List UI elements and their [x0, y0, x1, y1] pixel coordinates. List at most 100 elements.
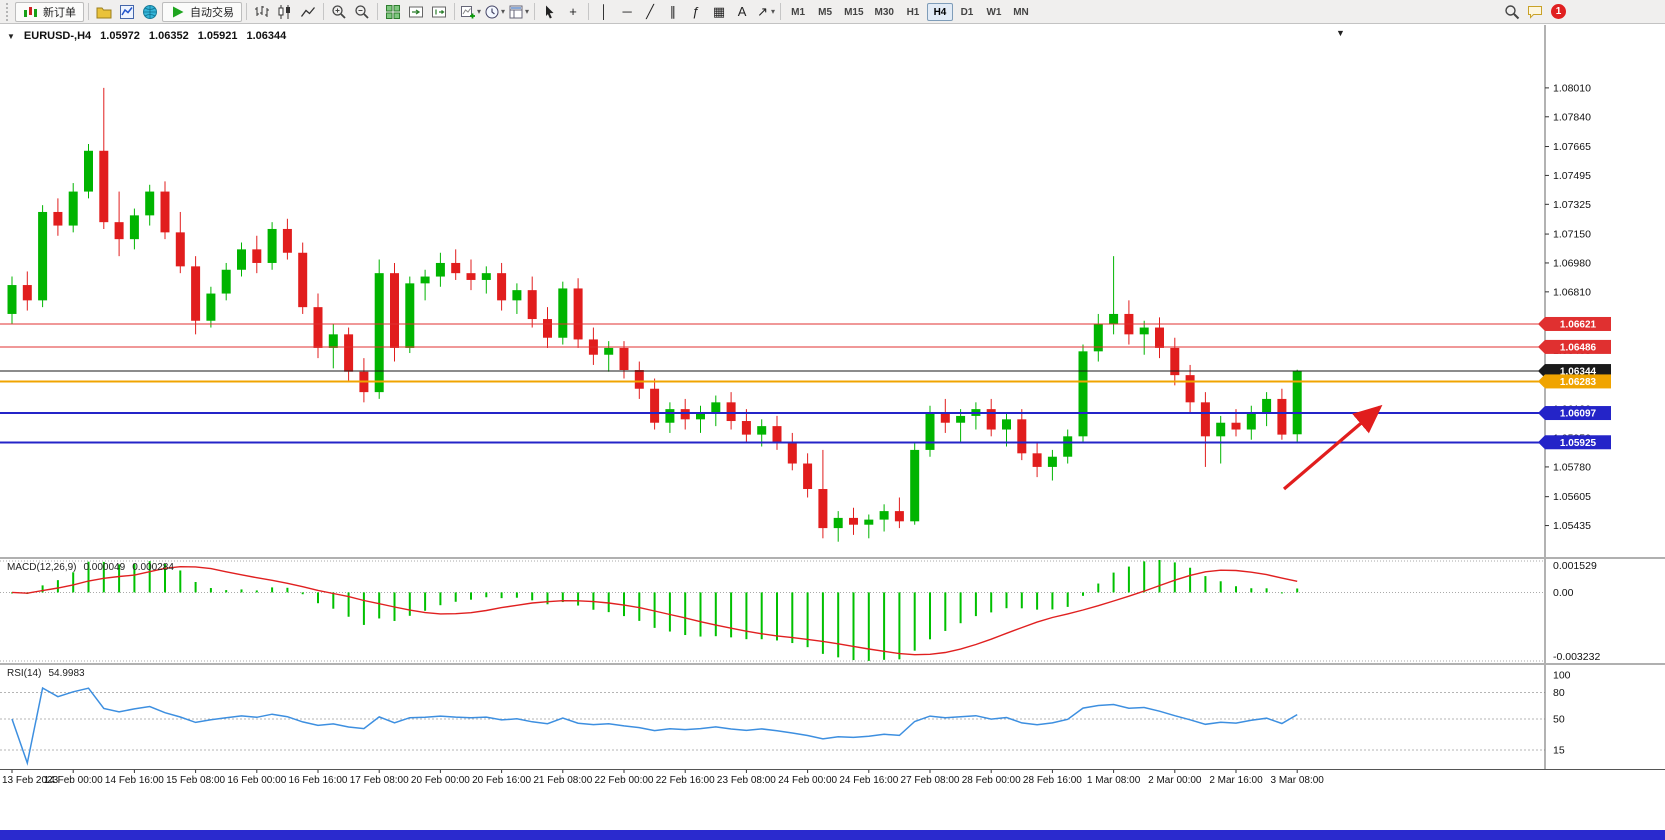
svg-text:22 Feb 16:00: 22 Feb 16:00: [656, 775, 715, 786]
candlestick-chart-icon: [277, 4, 293, 20]
svg-text:17 Feb 08:00: 17 Feb 08:00: [350, 775, 409, 786]
svg-text:2 Mar 00:00: 2 Mar 00:00: [1148, 775, 1202, 786]
timeframe-group: M1 M5 M15 M30 H1 H4 D1 W1 MN: [785, 2, 1034, 21]
timeframe-button-m15[interactable]: M15: [844, 6, 864, 18]
macd-axis[interactable]: 0.001529 0.00 -0.003232: [1553, 560, 1600, 663]
rsi-label: RSI(14) 54.9983: [7, 668, 85, 679]
zoom-in-button[interactable]: [328, 2, 350, 22]
new-order-icon: [23, 4, 39, 20]
svg-text:1.07665: 1.07665: [1553, 141, 1591, 153]
macd-name: MACD(12,26,9): [7, 562, 77, 573]
ohlc-high: 1.06352: [148, 30, 189, 42]
timeframe-button-h1[interactable]: H1: [906, 6, 920, 18]
svg-text:0.001529: 0.001529: [1553, 560, 1597, 572]
svg-text:0.00: 0.00: [1553, 587, 1574, 599]
svg-text:28 Feb 00:00: 28 Feb 00:00: [962, 775, 1021, 786]
navigator-button[interactable]: [139, 2, 161, 22]
svg-text:15: 15: [1553, 744, 1565, 756]
toolbar-separator: [454, 3, 455, 20]
shapes-button[interactable]: ▦: [708, 2, 730, 22]
toolbar-separator: [534, 3, 536, 20]
toolbar-separator: [323, 3, 324, 20]
templates-icon: [508, 4, 524, 20]
rsi-value: 54.9983: [48, 668, 85, 679]
macd-signal-line: [11, 565, 1298, 656]
tile-windows-icon: [385, 4, 401, 20]
bar-chart-button[interactable]: [251, 2, 273, 22]
macd-main-value: 0.000049: [83, 562, 126, 573]
chat-icon: [1527, 4, 1543, 20]
profiles-icon: [96, 4, 112, 20]
caret-icon: ▾: [501, 7, 506, 16]
chart-menu-icon[interactable]: ▼: [1336, 28, 1345, 38]
svg-text:1.07150: 1.07150: [1553, 229, 1591, 241]
cursor-button[interactable]: [539, 2, 561, 22]
one-click-trading-icon[interactable]: ▼: [7, 31, 15, 41]
chart-shift-icon: [431, 4, 447, 20]
timeframe-button-h4[interactable]: H4: [926, 2, 953, 21]
macd-panel-separator[interactable]: [0, 557, 1665, 559]
arrows-button[interactable]: ↗ ▾: [754, 2, 776, 22]
svg-text:1.06486: 1.06486: [1560, 342, 1597, 353]
toolbar-grip[interactable]: [6, 2, 11, 21]
svg-text:1 Mar 08:00: 1 Mar 08:00: [1087, 775, 1141, 786]
search-button[interactable]: [1501, 2, 1523, 22]
periods-button[interactable]: ▾: [483, 2, 506, 22]
caret-icon: ▾: [477, 7, 482, 16]
timeframe-button-m30[interactable]: M30: [874, 6, 894, 18]
svg-text:1.06344: 1.06344: [1560, 367, 1597, 378]
profiles-button[interactable]: [93, 2, 115, 22]
rsi-panel[interactable]: 100 80 50 15: [0, 665, 1665, 769]
autotrade-button[interactable]: 自动交易: [162, 1, 242, 22]
price-axis[interactable]: 1.08010 1.07840 1.07665 1.07495 1.07325 1.071…: [1545, 82, 1591, 532]
chat-button[interactable]: [1524, 2, 1546, 22]
text-label-button[interactable]: A: [731, 2, 753, 22]
zoom-out-icon: [354, 4, 370, 20]
candlestick-chart-button[interactable]: [274, 2, 296, 22]
zoom-out-button[interactable]: [351, 2, 373, 22]
tile-windows-button[interactable]: [382, 2, 404, 22]
fibonacci-button[interactable]: ƒ: [685, 2, 707, 22]
rsi-panel-separator[interactable]: [0, 663, 1665, 665]
svg-text:80: 80: [1553, 687, 1565, 699]
market-watch-button[interactable]: [116, 2, 138, 22]
timeframe-button-d1[interactable]: D1: [960, 6, 974, 18]
zoom-in-icon: [331, 4, 347, 20]
annotation-arrow[interactable]: [1282, 404, 1383, 491]
svg-text:1.06097: 1.06097: [1560, 409, 1597, 420]
svg-text:13 Feb 2023: 13 Feb 2023: [2, 775, 59, 786]
periods-icon: [484, 4, 500, 20]
rsi-axis[interactable]: 100 80 50 15: [1553, 670, 1571, 757]
timeframe-button-w1[interactable]: W1: [986, 6, 1002, 18]
notification-badge[interactable]: 1: [1551, 4, 1566, 19]
shapes-icon: ▦: [712, 3, 726, 19]
channel-button[interactable]: ∥: [662, 2, 684, 22]
timeframe-button-m5[interactable]: M5: [818, 6, 833, 18]
fibonacci-icon: ƒ: [692, 3, 700, 19]
timeframe-button-mn[interactable]: MN: [1013, 6, 1029, 18]
line-chart-button[interactable]: [297, 2, 319, 22]
chart-shift-button[interactable]: [428, 2, 450, 22]
crosshair-button[interactable]: +: [562, 2, 584, 22]
add-indicator-button[interactable]: ▾: [459, 2, 482, 22]
rsi-line: [11, 686, 1298, 766]
svg-text:2 Mar 16:00: 2 Mar 16:00: [1209, 775, 1263, 786]
vline-button[interactable]: │: [593, 2, 615, 22]
svg-text:1.05605: 1.05605: [1553, 491, 1591, 503]
timeframe-button-m1[interactable]: M1: [791, 6, 806, 18]
hline-button[interactable]: ─: [616, 2, 638, 22]
trendline-button[interactable]: ╱: [639, 2, 661, 22]
price-chart[interactable]: 1.08010 1.07840 1.07665 1.07495 1.07325 1.071…: [0, 25, 1665, 557]
new-order-label: 新订单: [43, 6, 76, 19]
auto-scroll-button[interactable]: [405, 2, 427, 22]
time-axis-separator: [0, 769, 1665, 770]
new-order-button[interactable]: 新订单: [15, 1, 84, 22]
chart-info-line: ▼ EURUSD-,H4 1.05972 1.06352 1.05921 1.0…: [7, 30, 286, 42]
templates-button[interactable]: ▾: [507, 2, 530, 22]
svg-text:20 Feb 00:00: 20 Feb 00:00: [411, 775, 470, 786]
macd-panel[interactable]: 0.001529 0.00 -0.003232: [0, 559, 1665, 663]
toolbar-separator: [588, 3, 590, 20]
candles-layer[interactable]: [7, 87, 1302, 542]
